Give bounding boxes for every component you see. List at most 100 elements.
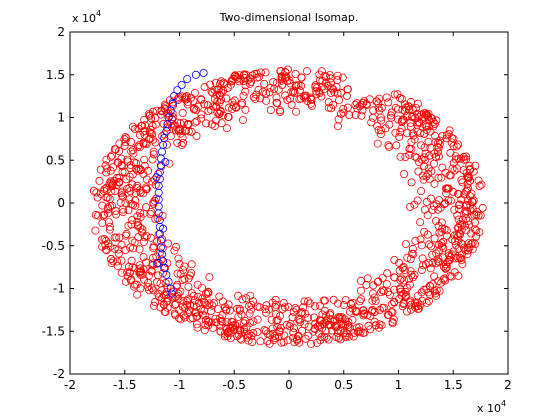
red-point [290, 88, 299, 97]
red-point [336, 109, 345, 118]
red-point [350, 328, 359, 337]
red-point [110, 244, 119, 253]
red-point [129, 244, 138, 253]
blue-point [177, 81, 186, 90]
red-point [408, 111, 417, 120]
red-point [124, 206, 133, 215]
red-point [122, 175, 131, 184]
red-point [318, 310, 327, 319]
red-point [124, 272, 133, 281]
red-point [117, 240, 126, 249]
red-point [301, 334, 310, 343]
x-tick-label: 0.5 [334, 378, 353, 392]
red-point [113, 262, 122, 271]
red-point [187, 268, 196, 277]
red-point [432, 259, 441, 268]
red-point [329, 100, 338, 109]
red-point [182, 95, 191, 104]
red-point [147, 267, 156, 276]
red-point [136, 213, 145, 222]
red-point [370, 307, 379, 316]
red-point [191, 308, 200, 317]
red-point [339, 104, 348, 113]
red-point [424, 137, 433, 146]
red-point [179, 297, 188, 306]
red-point [139, 237, 148, 246]
red-point [182, 92, 191, 101]
red-point [390, 255, 399, 264]
red-point [420, 143, 429, 152]
red-point [375, 305, 384, 314]
red-point [202, 119, 211, 128]
red-point [441, 276, 450, 285]
red-point [187, 289, 196, 298]
red-point [176, 119, 185, 128]
red-point [121, 231, 130, 240]
x-tick-label: 1 [395, 378, 403, 392]
red-point [249, 329, 258, 338]
red-point [234, 330, 243, 339]
red-point [149, 150, 158, 159]
red-point [267, 315, 276, 324]
red-point [224, 112, 233, 121]
red-point [273, 78, 282, 87]
red-point [281, 68, 290, 77]
red-point [242, 294, 251, 303]
red-point [190, 104, 199, 113]
x-tick-label: -2 [64, 378, 76, 392]
red-point [307, 96, 316, 105]
red-point [162, 109, 171, 118]
red-point [137, 267, 146, 276]
red-point [254, 85, 263, 94]
red-point [206, 80, 215, 89]
red-point [121, 277, 130, 286]
red-point [462, 200, 471, 209]
red-point [446, 148, 455, 157]
red-point [227, 317, 236, 326]
red-point [180, 262, 189, 271]
red-point [156, 279, 165, 288]
red-point [324, 98, 333, 107]
red-point [173, 280, 182, 289]
red-point [170, 300, 179, 309]
red-point [96, 165, 105, 174]
red-point [397, 124, 406, 133]
red-point [397, 116, 406, 125]
red-point [178, 109, 187, 118]
x-exponent-base: x 10 [477, 402, 501, 415]
red-point [444, 129, 453, 138]
red-point [137, 121, 146, 130]
red-point [278, 304, 287, 313]
red-point [302, 67, 311, 76]
red-point [386, 111, 395, 120]
red-point [287, 100, 296, 109]
red-point [369, 281, 378, 290]
red-point [406, 122, 415, 131]
red-point [410, 298, 419, 307]
red-point [290, 338, 299, 347]
red-point [343, 320, 352, 329]
red-point [145, 134, 154, 143]
red-point [152, 106, 161, 115]
red-point [445, 126, 454, 135]
red-point [431, 289, 440, 298]
red-point [158, 293, 167, 302]
axis-ticks: -2 -1.5 -1 -0.5 0 0.5 1 1.5 2 -2 -1.5 -1 -0.5 0 0.5 1 1.… [42, 25, 512, 392]
red-point [105, 195, 114, 204]
x-tick-label: -0.5 [223, 378, 246, 392]
red-point [291, 304, 300, 313]
red-point [385, 290, 394, 299]
red-point [348, 315, 357, 324]
red-point [223, 327, 232, 336]
red-point [165, 159, 174, 168]
red-point [368, 289, 377, 298]
red-point [130, 158, 139, 167]
red-point [403, 129, 412, 138]
red-point [98, 235, 107, 244]
red-point [304, 297, 313, 306]
red-point [144, 282, 153, 291]
red-point [212, 318, 221, 327]
red-point [285, 94, 294, 103]
red-point [100, 185, 109, 194]
